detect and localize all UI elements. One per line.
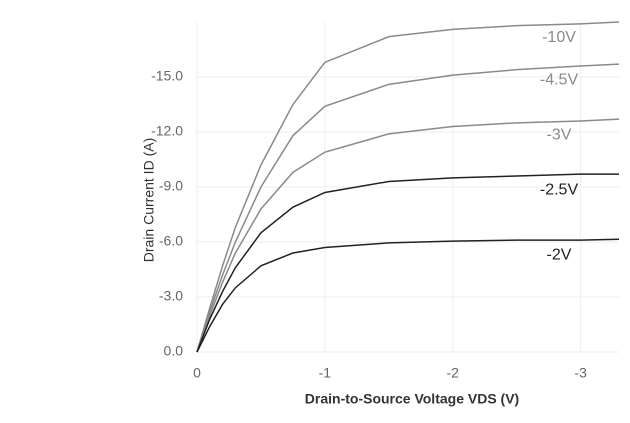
x-tick-label: -3 [574,365,587,381]
series-line [196,63,620,353]
x-axis-label: Drain-to-Source Voltage VDS (V) [305,391,519,407]
series-line [196,238,620,353]
y-axis-label: Drain Current ID (A) [141,138,157,262]
series-label: -4.5V [540,71,579,88]
y-tick-label: 0.0 [164,343,184,359]
series-label: -2.5V [540,181,579,198]
y-tick-label: -6.0 [159,233,183,249]
x-tick-label: 0 [193,365,201,381]
x-tick-label: -1 [319,365,332,381]
series-label: -3V [547,126,572,143]
series-label: -10V [542,29,576,46]
series-line [196,173,619,353]
x-tick-label: -2 [447,365,460,381]
y-tick-label: -3.0 [159,288,183,304]
series-line [196,21,620,353]
y-tick-label: -15.0 [151,68,183,84]
series-line [196,118,620,353]
y-tick-label: -9.0 [159,178,183,194]
y-tick-label: -12.0 [151,123,183,139]
series-label: -2V [547,246,572,263]
